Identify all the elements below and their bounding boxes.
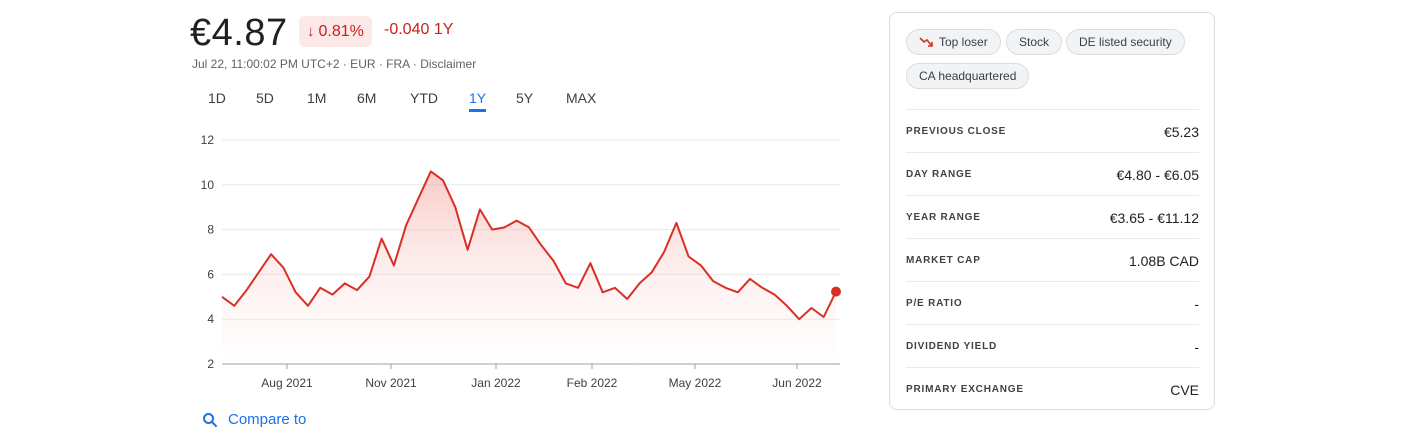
- change-percent-badge: ↓ 0.81%: [299, 16, 372, 47]
- x-tick-label: Nov 2021: [365, 376, 417, 390]
- tag-chip[interactable]: DE listed security: [1066, 29, 1185, 55]
- tag-chip-label: CA headquartered: [919, 69, 1017, 83]
- x-tick-label: Jan 2022: [471, 376, 521, 390]
- range-tab-1y[interactable]: 1Y: [469, 90, 487, 112]
- tag-chip-label: Stock: [1019, 35, 1050, 49]
- stat-label: PREVIOUS CLOSE: [906, 126, 1007, 137]
- change-absolute: -0.040 1Y: [384, 21, 454, 38]
- tag-chip[interactable]: Stock: [1006, 29, 1063, 55]
- stat-label: YEAR RANGE: [906, 212, 981, 223]
- range-tab-5d[interactable]: 5D: [256, 90, 274, 106]
- price-area: [222, 171, 836, 364]
- current-price-dot: [831, 286, 841, 297]
- stat-value: 1.08B CAD: [1128, 252, 1199, 269]
- stat-label: DAY RANGE: [906, 169, 973, 180]
- stat-label: DIVIDEND YIELD: [906, 341, 998, 352]
- stat-value: €3.65 - €11.12: [1109, 209, 1199, 226]
- stock-info-card: Top loser Stock DE listed security CA headq…: [889, 12, 1215, 410]
- range-tab-1d[interactable]: 1D: [208, 90, 226, 106]
- x-tick-label: May 2022: [669, 376, 722, 390]
- price-line: [221, 170, 837, 321]
- range-tab-ytd[interactable]: YTD: [410, 90, 438, 106]
- stat-row: YEAR RANGE €3.65 - €11.12: [906, 195, 1199, 239]
- y-tick-label: 4: [207, 312, 214, 326]
- x-tick-label: Feb 2022: [567, 376, 618, 390]
- range-tab-5y[interactable]: 5Y: [516, 90, 534, 106]
- stat-value: -: [1194, 295, 1199, 312]
- y-tick-label: 8: [207, 223, 214, 237]
- y-tick-label: 6: [207, 267, 214, 281]
- stat-row: DAY RANGE €4.80 - €6.05: [906, 152, 1199, 196]
- compare-to-link[interactable]: Compare to: [202, 411, 306, 428]
- x-tick-label: Jun 2022: [772, 376, 822, 390]
- tag-chip-label: Top loser: [939, 35, 988, 49]
- compare-to-label: Compare to: [228, 411, 307, 428]
- stat-value: €4.80 - €6.05: [1116, 166, 1199, 183]
- search-icon: [203, 412, 217, 427]
- range-tab-6m[interactable]: 6M: [357, 90, 377, 106]
- y-tick-label: 10: [201, 178, 215, 192]
- tag-chip[interactable]: CA headquartered: [906, 63, 1030, 89]
- stat-value: -: [1194, 338, 1199, 355]
- trending-down-icon: [919, 37, 933, 47]
- change-percent: 0.81%: [318, 22, 364, 40]
- tag-chip-label: DE listed security: [1079, 35, 1172, 49]
- stat-row: P/E RATIO -: [906, 281, 1199, 325]
- stat-label: PRIMARY EXCHANGE: [906, 384, 1024, 395]
- range-tab-max[interactable]: MAX: [566, 90, 597, 106]
- price: €4.87: [190, 12, 288, 54]
- stat-value: €5.23: [1163, 123, 1199, 140]
- x-tick-label: Aug 2021: [261, 376, 313, 390]
- arrow-down-icon: ↓: [307, 23, 315, 40]
- y-tick-label: 2: [207, 357, 214, 371]
- stat-row: DIVIDEND YIELD -: [906, 324, 1199, 368]
- stat-row: PRIMARY EXCHANGE CVE: [906, 367, 1199, 411]
- quote-meta: Jul 22, 11:00:02 PM UTC+2 · EUR · FRA · …: [192, 57, 477, 71]
- y-tick-label: 12: [201, 133, 215, 147]
- price-chart: 12 10 8 6 4 2 Aug 2021 Nov 2021 Jan 2022 Feb 2022…: [201, 133, 841, 390]
- stat-label: P/E RATIO: [906, 298, 963, 309]
- tag-chip[interactable]: Top loser: [906, 29, 1001, 55]
- stat-label: MARKET CAP: [906, 255, 981, 266]
- range-tab-1m[interactable]: 1M: [307, 90, 327, 106]
- stat-row: PREVIOUS CLOSE €5.23: [906, 109, 1199, 153]
- stat-value: CVE: [1170, 381, 1199, 398]
- stat-row: MARKET CAP 1.08B CAD: [906, 238, 1199, 282]
